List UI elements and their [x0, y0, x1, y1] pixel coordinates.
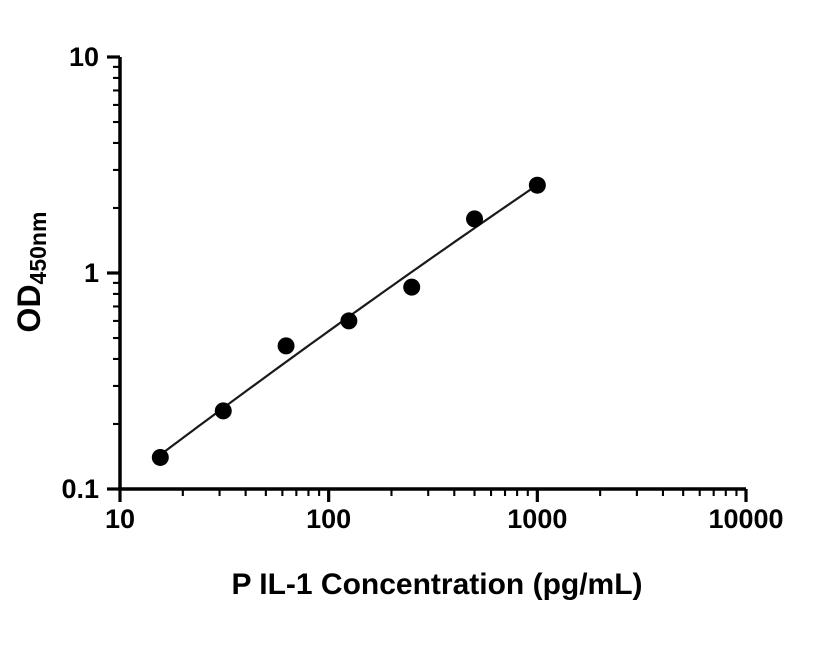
axis-lines [118, 57, 746, 491]
y-tick-label: 10 [69, 42, 99, 72]
x-tick-label: 10 [105, 504, 135, 534]
tick-labels: 10 100 1000 10000 0.1 1 10 [61, 42, 783, 534]
y-axis-title-main: OD [11, 284, 47, 332]
y-axis-title: OD450nm [11, 212, 51, 333]
y-axis-title-subscript: 450nm [25, 212, 51, 285]
data-point [403, 278, 421, 296]
data-point [151, 448, 169, 466]
data-point [277, 337, 295, 355]
data-point [466, 210, 484, 228]
axes [118, 57, 746, 491]
y-tick-label: 1 [84, 258, 99, 288]
data-point [340, 312, 358, 330]
x-axis-title: P IL-1 Concentration (pg/mL) [231, 568, 642, 601]
x-tick-label: 100 [306, 504, 351, 534]
axis-ticks [107, 55, 748, 502]
data-point [214, 402, 232, 420]
x-tick-label: 10000 [708, 504, 783, 534]
data-point [528, 176, 546, 194]
y-tick-label: 0.1 [61, 474, 99, 504]
x-tick-label: 1000 [507, 504, 567, 534]
plot-series [151, 176, 546, 466]
